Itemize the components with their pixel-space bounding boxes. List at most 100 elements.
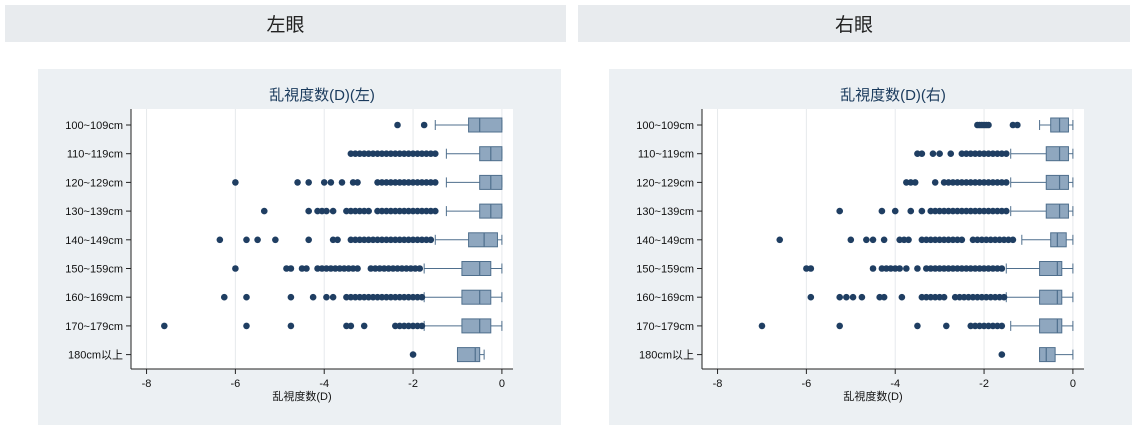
box-group bbox=[347, 146, 503, 162]
outlier-point bbox=[863, 236, 870, 244]
x-tick-label: -4 bbox=[319, 378, 329, 390]
outlier-point bbox=[807, 265, 815, 272]
right-eye-header-label: 右眼 bbox=[834, 14, 873, 36]
chart-title: 乱視度数(D)(右) bbox=[840, 87, 946, 104]
box bbox=[461, 289, 492, 305]
outlier-point bbox=[1002, 179, 1010, 186]
category-label: 120~129cm bbox=[65, 177, 123, 189]
outlier-point bbox=[958, 236, 966, 244]
outlier-point bbox=[320, 179, 328, 186]
box bbox=[468, 117, 503, 133]
category-label: 130~139cm bbox=[65, 206, 123, 218]
outlier-point bbox=[936, 150, 943, 157]
box-group bbox=[260, 203, 503, 219]
category-label: 110~119cm bbox=[67, 149, 123, 161]
outlier-point bbox=[329, 293, 337, 301]
outlier-point bbox=[418, 322, 426, 330]
outlier-point bbox=[354, 265, 361, 272]
outlier-point bbox=[869, 265, 877, 272]
left-chart-panel: 乱視度数(D)(左) -8 -6 -4 -2 0 乱視度数(D) 100~109cm 110~1… bbox=[38, 69, 561, 425]
category-label: 100~109cm bbox=[636, 120, 694, 132]
outlier-point bbox=[216, 236, 224, 244]
outlier-point bbox=[998, 351, 1006, 358]
box-group bbox=[914, 146, 1074, 162]
outlier-point bbox=[836, 207, 843, 215]
outlier-point bbox=[758, 322, 766, 330]
outlier-point bbox=[243, 236, 250, 244]
outlier-point bbox=[847, 236, 855, 244]
box bbox=[1039, 347, 1056, 363]
x-tick-label: -4 bbox=[890, 378, 900, 390]
outlier-point bbox=[347, 322, 355, 330]
outlier-point bbox=[836, 293, 843, 301]
outlier-point bbox=[431, 207, 439, 215]
box-group bbox=[232, 261, 503, 276]
outlier-point bbox=[905, 236, 912, 244]
outlier-point bbox=[929, 150, 937, 157]
outlier-point bbox=[896, 265, 903, 272]
left-box-plot: 乱視度数(D)(左) -8 -6 -4 -2 0 乱視度数(D) 100~109cm 110~1… bbox=[65, 87, 513, 403]
outlier-point bbox=[985, 121, 992, 129]
outlier-point bbox=[287, 293, 295, 301]
category-label: 140~149cm bbox=[636, 235, 694, 247]
box bbox=[468, 232, 498, 248]
box-group bbox=[409, 347, 485, 363]
x-tick-label: -8 bbox=[142, 378, 152, 390]
category-label: 160~169cm bbox=[636, 292, 694, 304]
box-group bbox=[807, 289, 1074, 305]
x-tick-label: -6 bbox=[801, 378, 811, 390]
outlier-point bbox=[940, 293, 948, 301]
outlier-point bbox=[323, 293, 330, 301]
box bbox=[1050, 232, 1067, 248]
x-axis-title: 乱視度数(D) bbox=[272, 389, 331, 403]
x-tick-label: -6 bbox=[230, 378, 240, 390]
outlier-point bbox=[903, 265, 910, 272]
outlier-point bbox=[305, 207, 312, 215]
outlier-point bbox=[323, 207, 330, 215]
box-group bbox=[394, 117, 503, 133]
box-group bbox=[776, 232, 1074, 248]
box-group bbox=[232, 174, 503, 190]
plot-area bbox=[702, 109, 1084, 369]
box bbox=[461, 318, 492, 334]
left-eye-header-label: 左眼 bbox=[266, 14, 305, 36]
outlier-point bbox=[849, 293, 857, 301]
outlier-point bbox=[998, 265, 1006, 272]
right-eye-header: 右眼 bbox=[578, 5, 1130, 42]
outlier-point bbox=[394, 121, 401, 129]
box-group bbox=[161, 318, 503, 334]
box-group bbox=[216, 232, 503, 248]
outlier-point bbox=[1002, 207, 1010, 215]
outlier-point bbox=[309, 293, 317, 301]
outlier-point bbox=[161, 322, 168, 330]
outlier-point bbox=[931, 179, 939, 186]
outlier-point bbox=[880, 293, 888, 301]
outlier-point bbox=[243, 322, 250, 330]
category-label: 160~169cm bbox=[65, 292, 123, 304]
x-tick-label: 0 bbox=[1070, 378, 1076, 390]
category-label: 150~159cm bbox=[636, 264, 694, 276]
x-axis-title: 乱視度数(D) bbox=[843, 389, 902, 403]
outlier-point bbox=[427, 236, 435, 244]
outlier-point bbox=[431, 150, 439, 157]
outlier-point bbox=[243, 293, 250, 301]
outlier-point bbox=[232, 179, 239, 186]
right-chart-panel: 乱視度数(D)(右) -8 -6 -4 -2 0 乱視度数(D) 100~109cm 110~1… bbox=[609, 69, 1132, 425]
box bbox=[1045, 174, 1069, 190]
box-group bbox=[758, 318, 1074, 334]
x-tick-label: 0 bbox=[499, 378, 505, 390]
outlier-point bbox=[329, 207, 337, 215]
x-tick-label: -2 bbox=[979, 378, 989, 390]
outlier-point bbox=[776, 236, 784, 244]
outlier-point bbox=[918, 207, 926, 215]
outlier-point bbox=[305, 236, 312, 244]
box bbox=[1039, 318, 1063, 334]
category-label: 100~109cm bbox=[65, 120, 123, 132]
category-label: 110~119cm bbox=[638, 149, 694, 161]
outlier-point bbox=[918, 150, 926, 157]
outlier-point bbox=[354, 179, 361, 186]
outlier-point bbox=[891, 207, 899, 215]
outlier-point bbox=[360, 322, 368, 330]
outlier-point bbox=[1014, 121, 1021, 129]
outlier-point bbox=[914, 322, 921, 330]
